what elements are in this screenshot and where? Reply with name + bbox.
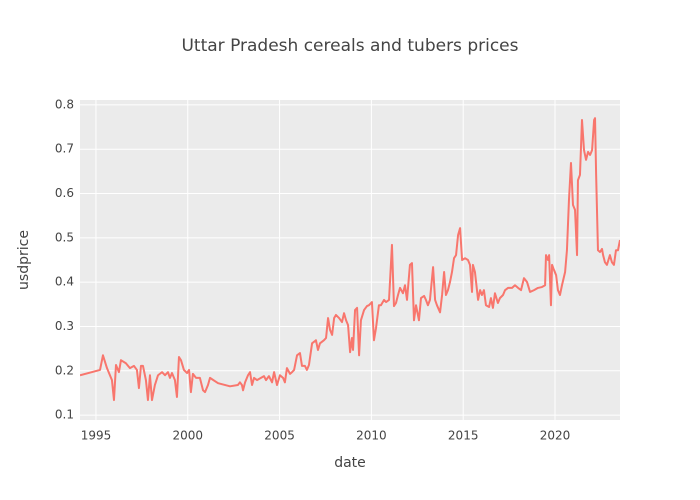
y-tick-label: 0.7	[55, 142, 74, 156]
marks	[80, 117, 620, 402]
y-tick-label: 0.2	[55, 363, 74, 377]
x-axis-title: date	[334, 455, 366, 471]
labels: 0.1 0.2 0.3 0.4 0.5 0.6 0.7 0.8 1995 2000 2005 2010…	[55, 97, 570, 442]
y-axis-title: usdprice	[16, 230, 32, 290]
grid	[80, 100, 620, 420]
x-tick-label: 2020	[540, 429, 571, 443]
y-tick-label: 0.1	[55, 408, 74, 422]
chart-title: Uttar Pradesh cereals and tubers prices	[181, 36, 518, 56]
x-tick-label: 2000	[173, 429, 204, 443]
y-tick-label: 0.5	[55, 230, 74, 244]
x-tick-label: 2005	[264, 429, 295, 443]
x-tick-label: 1995	[81, 429, 112, 443]
plot-area	[80, 100, 620, 420]
y-tick-label: 0.8	[55, 97, 74, 111]
x-tick-label: 2015	[448, 429, 479, 443]
y-tick-label: 0.6	[55, 186, 74, 200]
x-tick-label: 2010	[356, 429, 387, 443]
y-tick-label: 0.3	[55, 319, 74, 333]
y-tick-label: 0.4	[55, 275, 74, 289]
line-series	[80, 117, 620, 402]
